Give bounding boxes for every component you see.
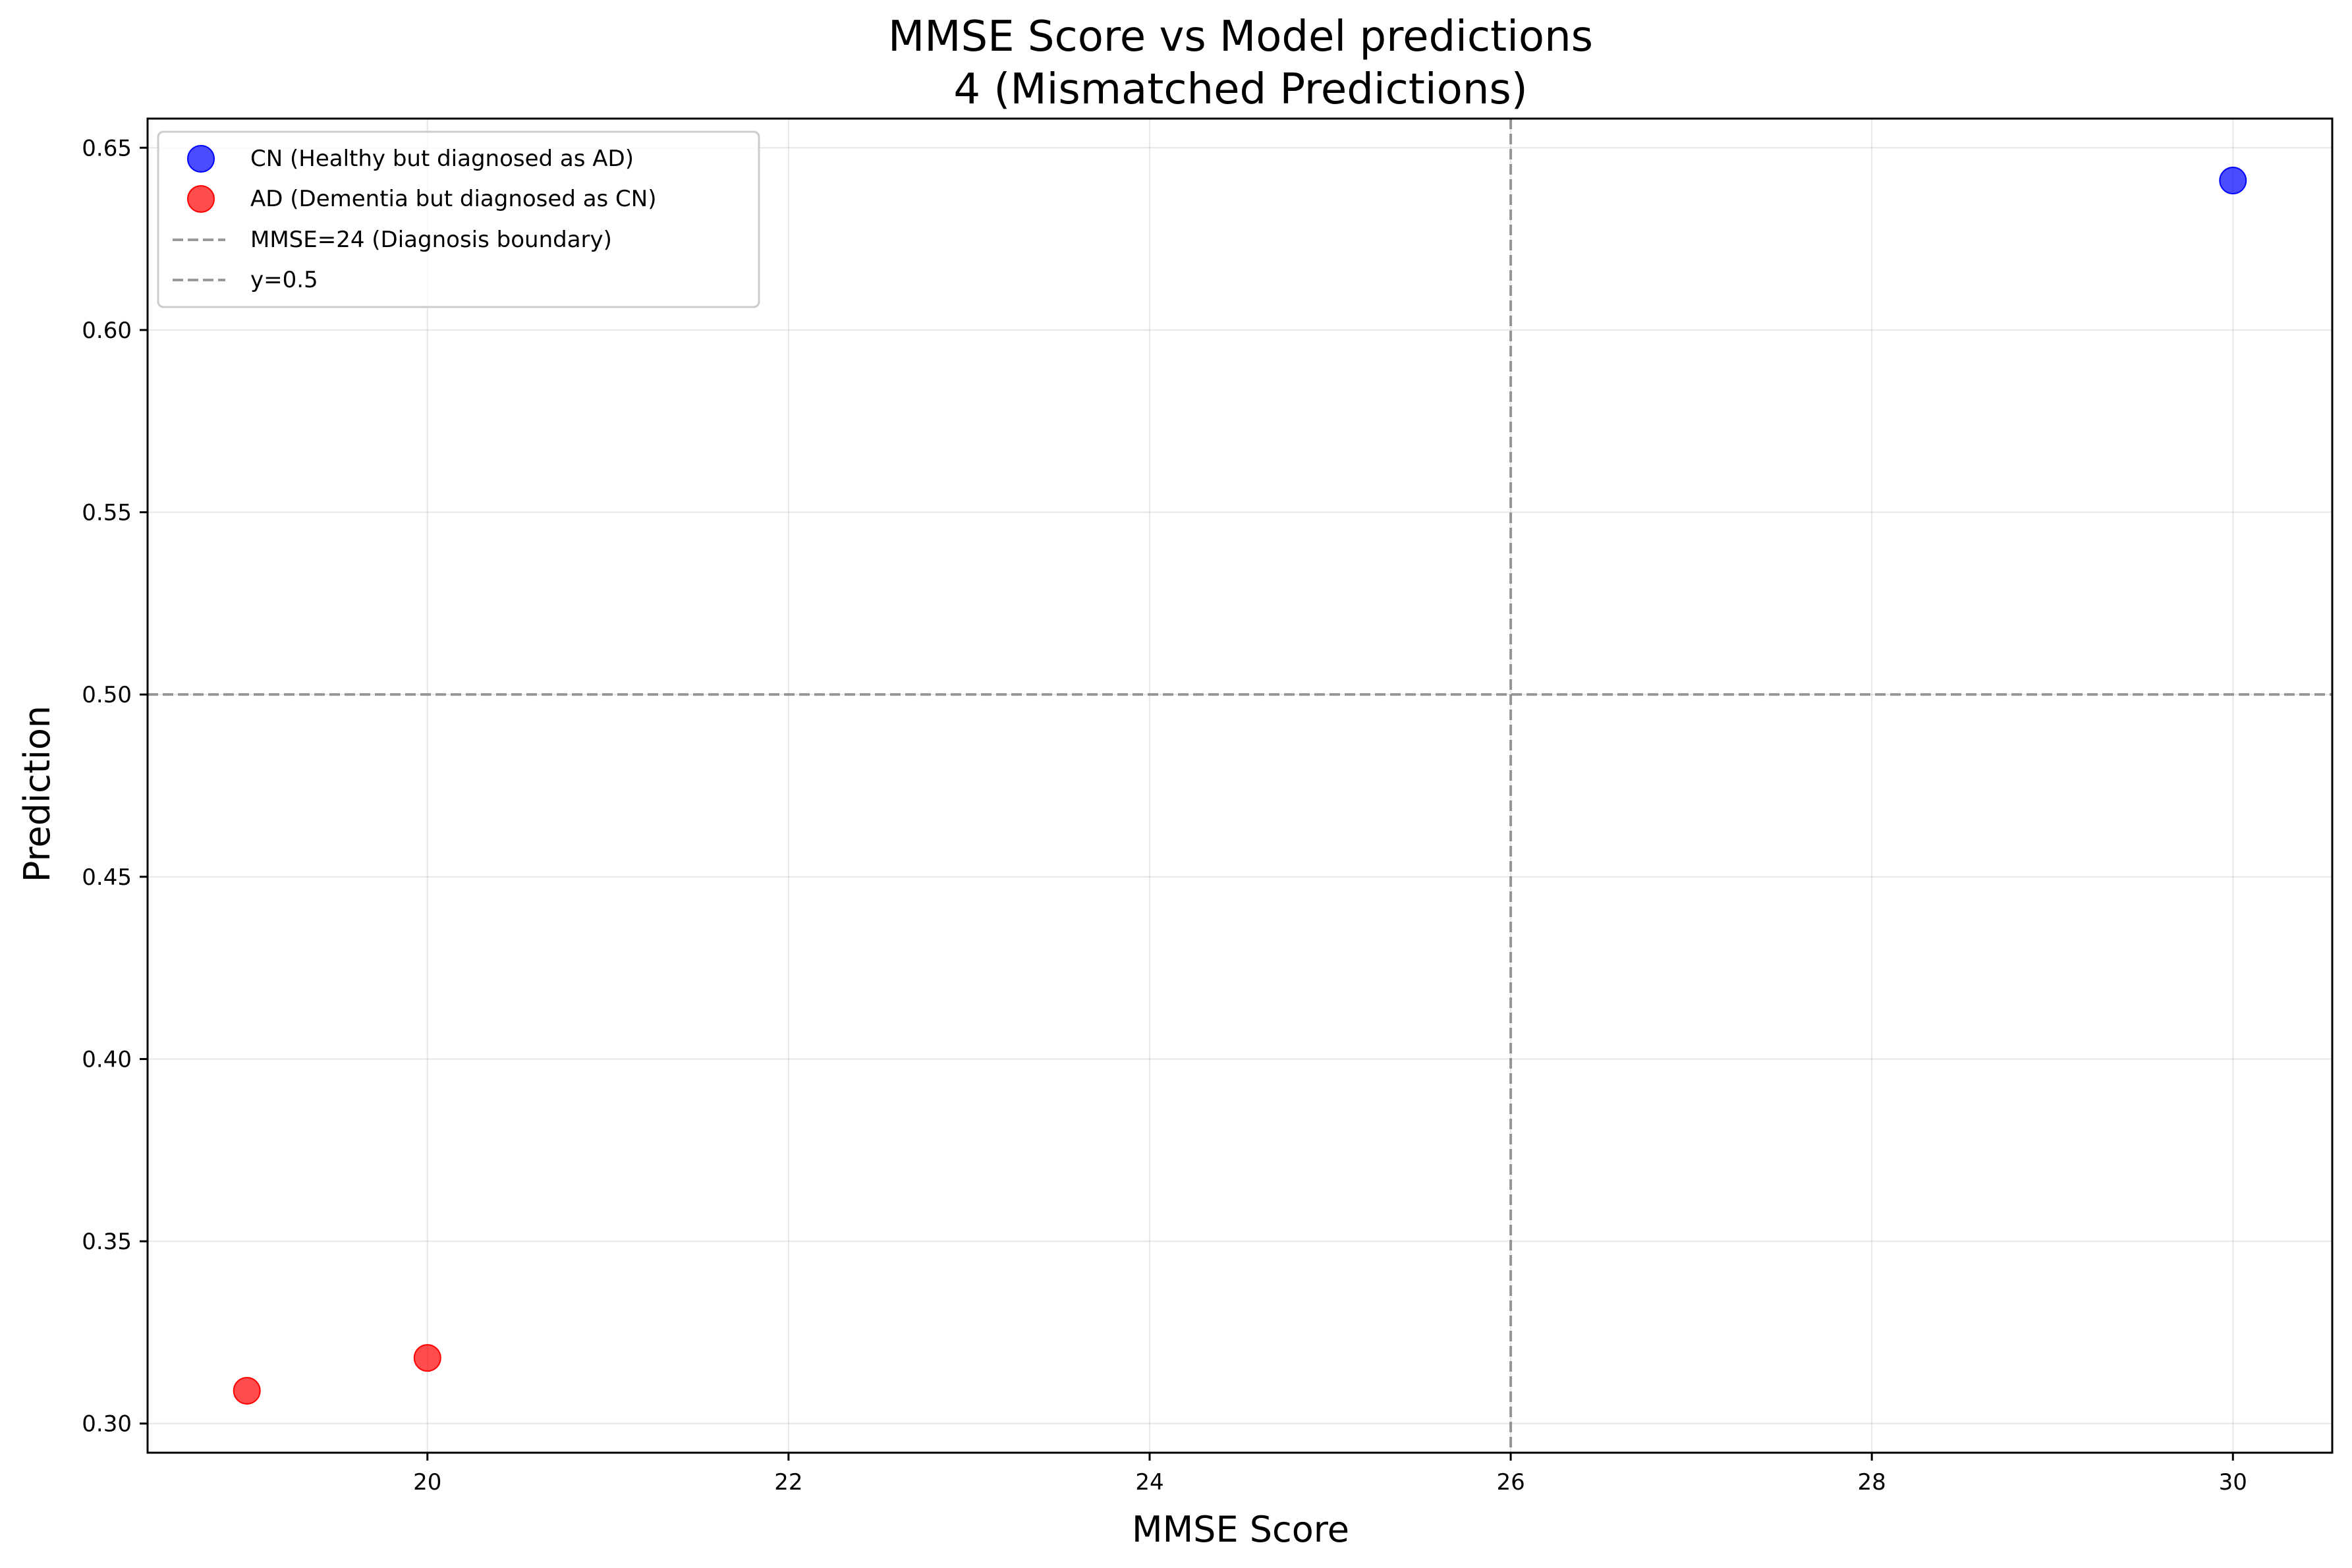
x-tick-label: 30: [2219, 1469, 2247, 1496]
x-axis-ticks: 20 22 24 26 28 30: [413, 1453, 2247, 1496]
y-tick-label: 0.50: [82, 682, 132, 708]
legend-box: [157, 130, 760, 308]
reference-lines: [148, 119, 2332, 1453]
axes-frame: [146, 117, 2334, 1454]
legend-label-cn: CN (Healthy but diagnosed as AD): [250, 146, 634, 172]
x-tick-label: 28: [1858, 1469, 1886, 1496]
y-tick-label: 0.65: [82, 135, 132, 161]
y-tick-label: 0.45: [82, 864, 132, 891]
x-axis-label: MMSE Score: [1132, 1509, 1349, 1550]
x-tick-label: 26: [1496, 1469, 1525, 1496]
plot-area: [146, 117, 2334, 1454]
legend-marker-cn: [187, 145, 215, 173]
legend: CN (Healthy but diagnosed as AD) AD (Dem…: [157, 130, 760, 308]
y-axis-label: Prediction: [16, 706, 58, 882]
data-points: [233, 167, 2247, 1405]
x-tick-label: 22: [774, 1469, 802, 1496]
y-tick-label: 0.55: [82, 500, 132, 526]
legend-label-ad: AD (Dementia but diagnosed as CN): [250, 186, 657, 212]
y-axis-ticks: 0.30 0.35 0.40 0.45 0.50 0.55 0.60 0.65: [82, 135, 148, 1438]
y-tick-label: 0.60: [82, 318, 132, 344]
legend-label-horizontal-ref: y=0.5: [250, 267, 318, 293]
data-point-ad: [413, 1344, 441, 1372]
y-tick-label: 0.30: [82, 1411, 132, 1438]
legend-marker-ad: [187, 185, 215, 213]
chart-title: MMSE Score vs Model predictions: [888, 13, 1593, 61]
y-tick-label: 0.40: [82, 1046, 132, 1073]
x-tick-label: 20: [413, 1469, 441, 1496]
y-tick-label: 0.35: [82, 1229, 132, 1255]
chart-subtitle: 4 (Mismatched Predictions): [953, 65, 1527, 114]
x-tick-label: 24: [1135, 1469, 1163, 1496]
data-point-ad: [233, 1376, 261, 1405]
data-point-cn: [2219, 167, 2247, 195]
legend-label-vertical-ref: MMSE=24 (Diagnosis boundary): [250, 227, 612, 253]
